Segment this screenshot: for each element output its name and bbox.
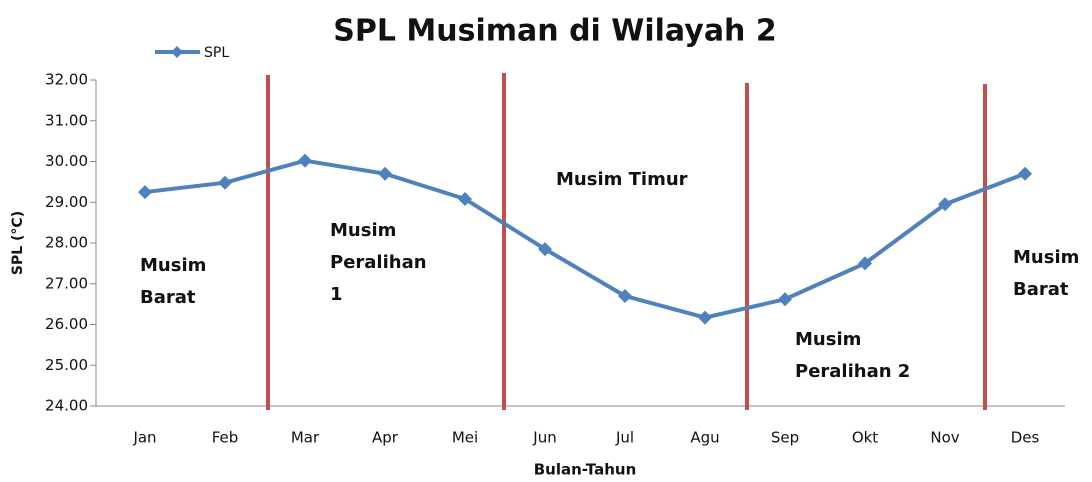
point-marker	[698, 310, 712, 325]
point-marker	[618, 288, 632, 303]
point-marker	[458, 191, 472, 206]
y-tick-label: 26.00	[45, 315, 88, 333]
x-axis-label: Bulan-Tahun	[534, 461, 637, 479]
y-tick-label: 24.00	[45, 397, 88, 415]
point-marker	[538, 242, 552, 257]
legend-label: SPL	[204, 45, 229, 61]
y-tick-label: 30.00	[45, 152, 88, 170]
x-tick-label: Feb	[212, 429, 239, 447]
point-marker	[858, 256, 872, 271]
chart-title: SPL Musiman di Wilayah 2	[333, 14, 776, 49]
x-tick-label: Jun	[532, 429, 556, 447]
season-label: Musim Timur	[556, 169, 688, 190]
season-label: Barat	[140, 287, 196, 308]
series-line	[144, 158, 1026, 320]
x-tick-label: Des	[1011, 429, 1040, 447]
season-label: Musim	[795, 329, 861, 350]
x-tick-label: Mei	[452, 429, 478, 447]
season-label: Musim	[1013, 247, 1079, 268]
y-tick-label: 27.00	[45, 274, 88, 292]
point-marker	[938, 197, 952, 212]
point-marker	[378, 166, 392, 181]
legend-marker	[171, 46, 183, 58]
season-separators	[266, 73, 987, 410]
y-tick-label: 25.00	[45, 356, 88, 374]
season-label: Musim	[330, 220, 396, 241]
season-label: Peralihan 2	[795, 361, 910, 382]
season-label: Peralihan	[330, 252, 427, 273]
y-axis-label: SPL (°C)	[10, 211, 26, 275]
x-tick-label: Nov	[930, 429, 959, 447]
x-tick-label: Apr	[372, 429, 399, 447]
season-label: Barat	[1013, 279, 1069, 300]
y-tick-label: 28.00	[45, 234, 88, 252]
point-marker	[218, 175, 232, 190]
point-marker	[138, 185, 152, 200]
point-marker	[1018, 166, 1032, 181]
season-label: 1	[330, 284, 343, 305]
x-tick-label: Agu	[690, 429, 719, 447]
season-label: Musim	[140, 255, 206, 276]
x-tick-label: Sep	[771, 429, 799, 447]
point-marker	[778, 292, 792, 307]
y-tick-label: 29.00	[45, 193, 88, 211]
point-marker	[298, 153, 312, 168]
y-tick-label: 31.00	[45, 111, 88, 129]
y-tick-label: 32.00	[45, 71, 88, 89]
x-tick-label: Jan	[132, 429, 156, 447]
x-tick-label: Jul	[615, 429, 634, 447]
x-tick-label: Mar	[291, 429, 320, 447]
x-tick-label: Okt	[852, 429, 878, 447]
